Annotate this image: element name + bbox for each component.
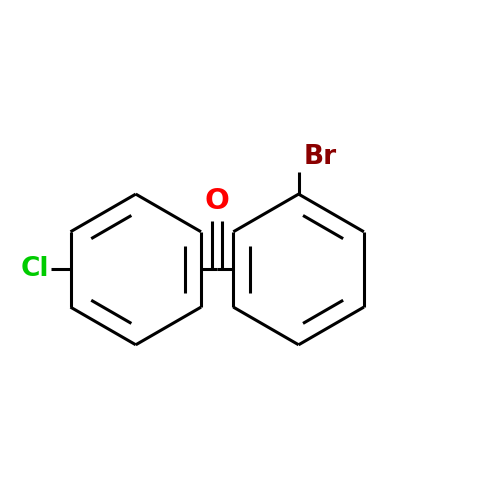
Text: Cl: Cl	[20, 256, 48, 282]
Text: O: O	[205, 187, 230, 215]
Text: Br: Br	[304, 144, 336, 170]
